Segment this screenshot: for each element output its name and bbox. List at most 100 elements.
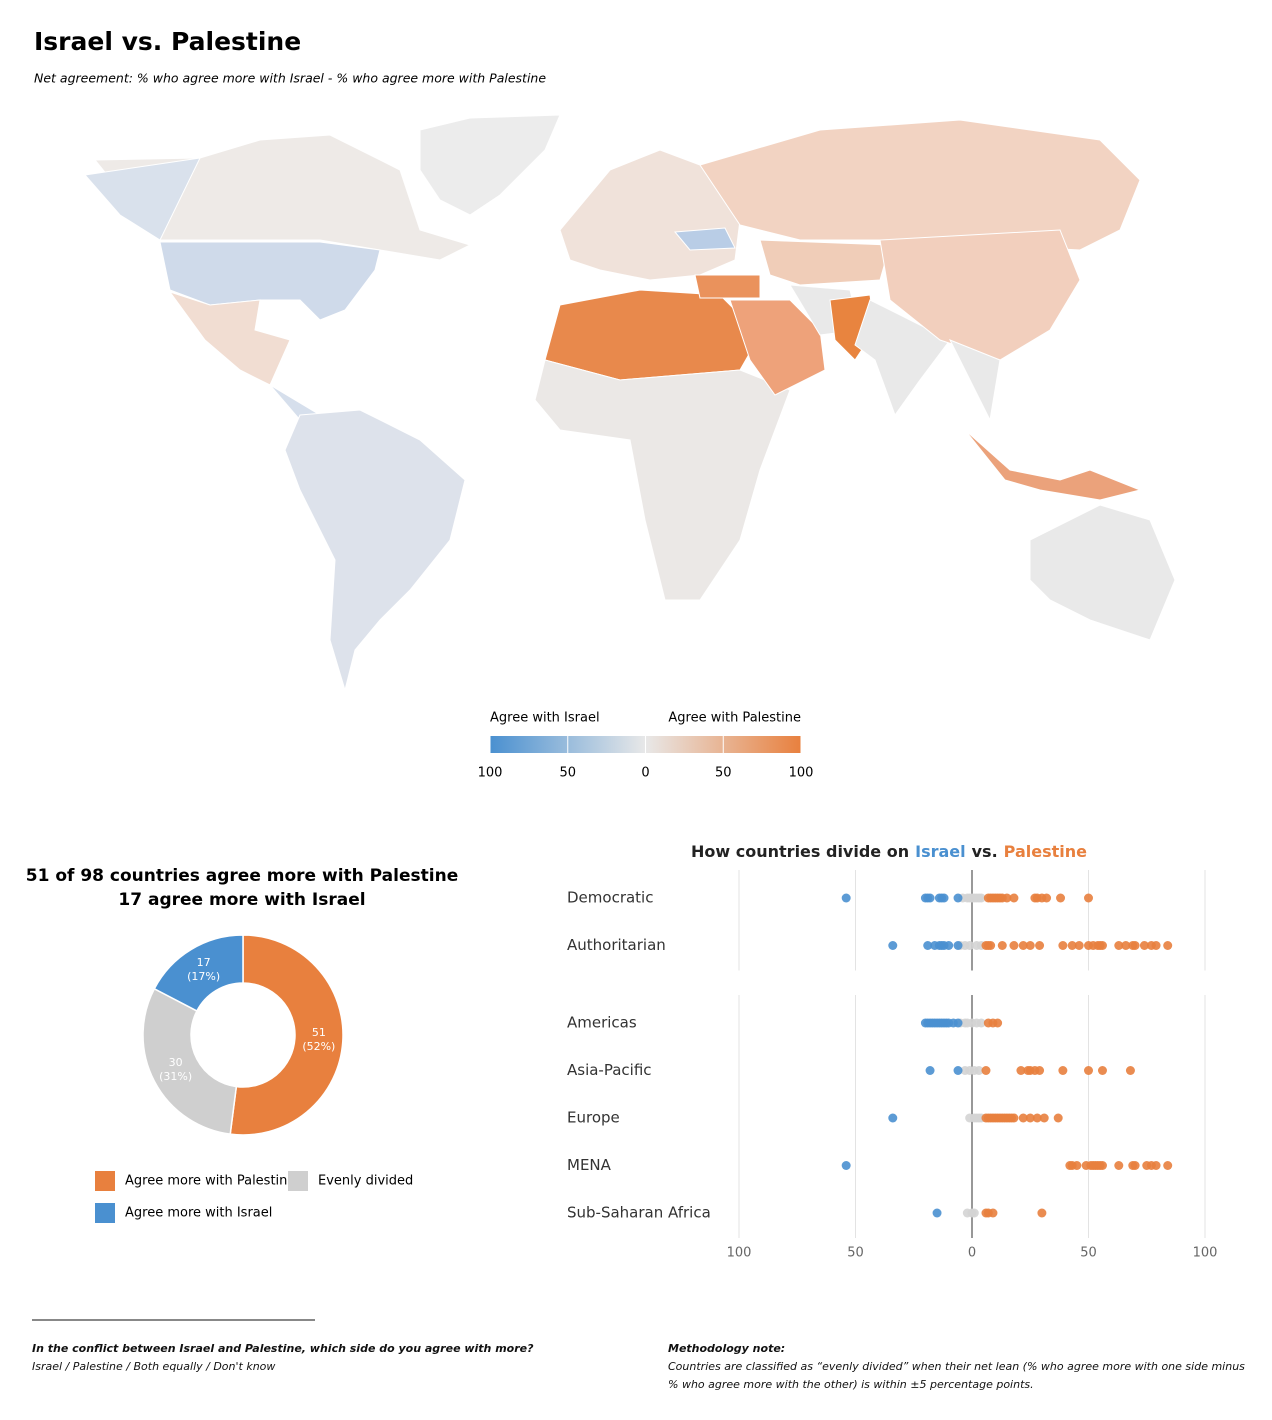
map-region	[284, 409, 466, 692]
dot	[1097, 941, 1107, 950]
x-tick-label: 50	[847, 1246, 864, 1261]
row-label: Americas	[567, 1014, 637, 1032]
dot	[976, 1018, 986, 1028]
map-region	[948, 339, 1001, 422]
x-tick-label: 0	[968, 1246, 976, 1261]
dot	[1121, 941, 1131, 950]
dot	[1130, 941, 1140, 950]
dot	[1037, 1208, 1047, 1218]
data-label: 17	[197, 956, 211, 969]
x-tick-label: 100	[727, 1246, 752, 1261]
methodology: Countries are classified as “evenly divi…	[668, 1360, 1245, 1391]
title-part: vs.	[972, 842, 998, 861]
dot	[1032, 1113, 1042, 1123]
dot	[1058, 1066, 1068, 1075]
dot	[925, 893, 935, 903]
options: Israel / Palestine / Both equally / Don'…	[32, 1360, 276, 1373]
dot	[1114, 941, 1124, 950]
dot	[1074, 941, 1084, 950]
dot	[1114, 1161, 1124, 1170]
map-region	[168, 291, 291, 386]
chart-title: 51 of 98 countries agree more with Pales…	[26, 866, 458, 886]
map-region	[84, 157, 201, 241]
tick-label: 50	[715, 766, 732, 781]
dot	[1163, 1161, 1173, 1170]
dot	[1084, 1066, 1093, 1075]
question: In the conflict between Israel and Pales…	[32, 1342, 534, 1355]
dot	[1084, 893, 1093, 903]
dot	[841, 893, 851, 903]
dot	[1151, 1161, 1161, 1170]
legend-label: Agree with Palestine	[668, 711, 801, 726]
dot	[1058, 941, 1068, 950]
legend-label: Agree more with Palestine	[125, 1174, 295, 1189]
map-region	[673, 227, 736, 251]
subtitle: Net agreement: % who agree more with Isr…	[34, 71, 546, 86]
row-label: Sub-Saharan Africa	[567, 1204, 711, 1222]
map-region	[419, 114, 561, 216]
dot	[997, 941, 1007, 950]
map-region	[759, 239, 891, 286]
legend-swatch	[95, 1171, 115, 1191]
dot	[944, 941, 954, 950]
map-region	[1029, 504, 1176, 641]
map-region	[729, 299, 826, 396]
map-region	[964, 429, 1142, 501]
dot	[1139, 941, 1149, 950]
tick-label: 50	[559, 766, 576, 781]
x-tick-label: 50	[1080, 1246, 1097, 1261]
title-part: Palestine	[1004, 842, 1087, 861]
dot	[974, 1066, 984, 1075]
legend-label: Agree more with Israel	[125, 1206, 272, 1221]
dot	[1035, 1066, 1045, 1075]
dot	[925, 1066, 935, 1075]
world-map	[84, 114, 1176, 692]
map-region	[544, 289, 761, 381]
dot	[1053, 1113, 1063, 1123]
legend-swatch	[288, 1171, 308, 1191]
dot	[1042, 893, 1052, 903]
dot	[888, 1113, 898, 1123]
dot	[1039, 1113, 1049, 1123]
dot	[988, 1208, 998, 1218]
dot	[1016, 1066, 1026, 1075]
dot	[1163, 941, 1173, 950]
dot	[976, 893, 986, 903]
dot	[939, 893, 949, 903]
data-label: 30	[169, 1056, 183, 1069]
dot	[953, 1018, 963, 1028]
dot	[1056, 893, 1066, 903]
map-region	[159, 241, 381, 321]
dot	[1072, 1161, 1082, 1170]
dot	[1067, 941, 1077, 950]
dot	[1130, 1161, 1140, 1170]
dot	[1009, 941, 1019, 950]
dot	[1097, 1066, 1107, 1075]
data-label: (31%)	[159, 1070, 192, 1083]
dot	[1025, 941, 1035, 950]
dot	[1002, 893, 1012, 903]
dot	[953, 1066, 963, 1075]
data-label: 51	[312, 1026, 326, 1039]
dot	[953, 893, 963, 903]
chart-title: How countries divide on Israel vs. Palestin…	[691, 842, 1087, 861]
dot	[1025, 1113, 1035, 1123]
row-label: Europe	[567, 1109, 620, 1127]
donut-slice	[142, 987, 238, 1136]
row-label: Asia-Pacific	[567, 1061, 652, 1079]
dot	[932, 1208, 942, 1218]
row-label: Democratic	[567, 889, 653, 907]
map-region	[879, 229, 1081, 361]
dot	[965, 941, 975, 950]
map-region	[699, 119, 1141, 251]
row-label: Authoritarian	[567, 936, 666, 954]
legend-label: Agree with Israel	[490, 711, 600, 726]
dot	[1018, 941, 1028, 950]
dot	[981, 1066, 991, 1075]
chart-title: 17 agree more with Israel	[118, 890, 365, 910]
dot	[969, 1208, 979, 1218]
legend-swatch	[95, 1203, 115, 1223]
dot	[1009, 893, 1019, 903]
